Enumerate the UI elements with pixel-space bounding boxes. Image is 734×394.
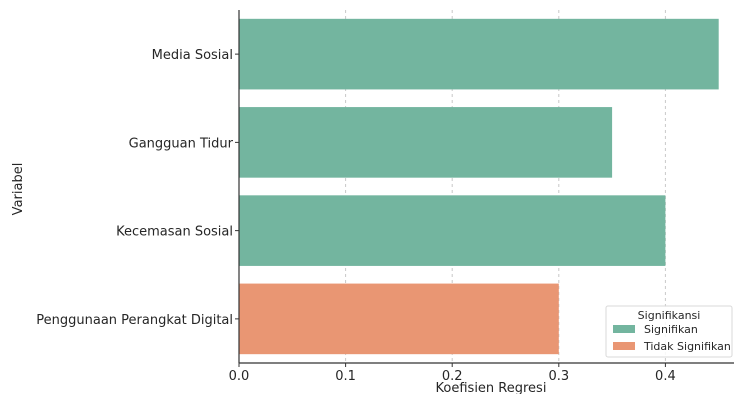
bar	[239, 195, 666, 266]
axes	[235, 10, 734, 367]
legend-frame	[605, 305, 733, 358]
x-tick-label: 0.1	[335, 369, 356, 384]
y-tick-label: Kecemasan Sosial	[116, 225, 233, 240]
bars	[239, 18, 719, 355]
x-axis-title: Koefisien Regresi	[436, 381, 547, 394]
x-tick-label: 0.3	[548, 369, 569, 384]
x-tick-label: 0.2	[442, 369, 463, 384]
y-tick-label: Media Sosial	[152, 48, 233, 63]
bar	[239, 107, 613, 178]
y-axis-title: Variabel	[11, 163, 26, 216]
legend-label-signifikan: Signifikan	[644, 323, 698, 336]
legend-swatch-tidak-signifikan	[613, 342, 635, 350]
legend-title: Signifikansi	[638, 309, 701, 322]
x-tick-label: 0.0	[229, 369, 250, 384]
legend: Signifikansi Signifikan Tidak Signifikan	[605, 305, 733, 358]
y-tick-label: Gangguan Tidur	[129, 136, 234, 151]
legend-swatch-signifikan	[613, 325, 635, 333]
x-tick-label: 0.4	[655, 369, 676, 384]
tick-labels: 0.0 0.1 0.2 0.3 0.4 Media Sosial Gangguan Tidu…	[36, 48, 675, 384]
bar	[239, 283, 559, 355]
bar	[239, 18, 719, 90]
legend-label-tidak-signifikan: Tidak Signifikan	[643, 340, 731, 353]
y-tick-label: Penggunaan Perangkat Digital	[36, 313, 233, 328]
